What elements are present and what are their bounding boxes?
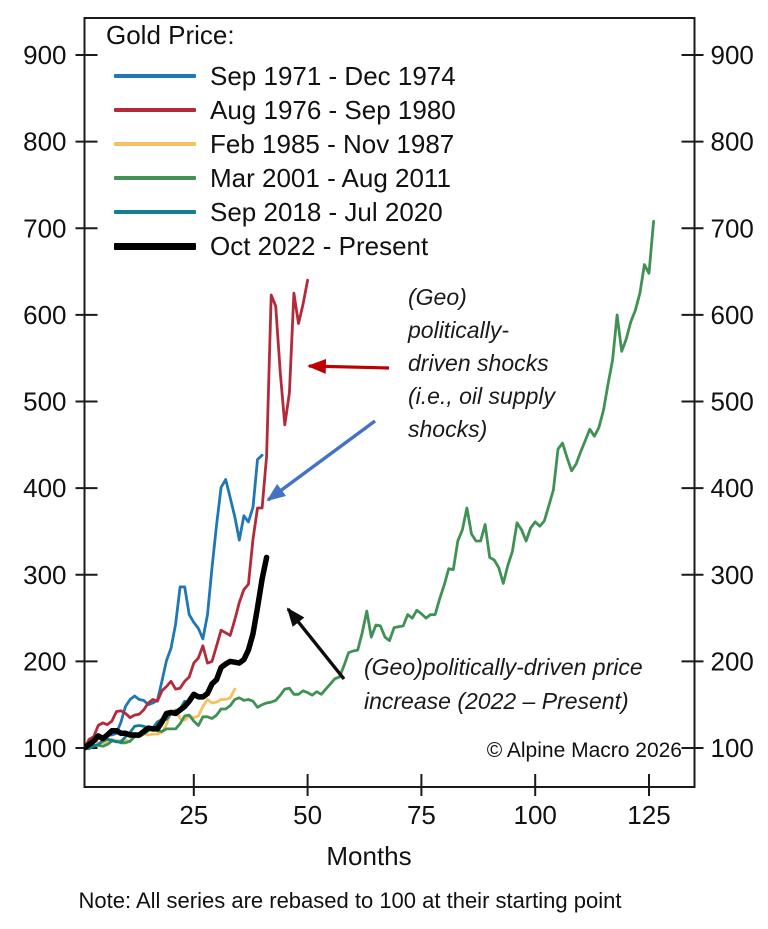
svg-text:600: 600	[23, 300, 66, 330]
shocks-annotation: (Geo) politically- driven shocks (i.e., …	[408, 284, 556, 442]
svg-text:700: 700	[23, 213, 66, 243]
legend-item: Sep 1971 - Dec 1974	[106, 59, 456, 93]
svg-text:125: 125	[627, 800, 670, 830]
svg-text:75: 75	[407, 800, 436, 830]
svg-text:600: 600	[711, 300, 754, 330]
svg-text:25: 25	[179, 800, 208, 830]
legend-label: Mar 2001 - Aug 2011	[210, 162, 451, 193]
legend-label: Oct 2022 - Present	[210, 230, 429, 261]
svg-text:200: 200	[711, 646, 754, 676]
chart-legend: Gold Price: Sep 1971 - Dec 1974 Aug 1976…	[106, 20, 456, 263]
legend-label: Aug 1976 - Sep 1980	[210, 94, 456, 125]
svg-text:200: 200	[23, 646, 66, 676]
legend-label: Sep 1971 - Dec 1974	[210, 60, 456, 91]
footnote: Note: All series are rebased to 100 at t…	[78, 888, 622, 913]
svg-text:100: 100	[514, 800, 557, 830]
legend-item: Oct 2022 - Present	[106, 229, 456, 263]
svg-text:700: 700	[711, 213, 754, 243]
svg-text:100: 100	[23, 733, 66, 763]
svg-text:400: 400	[23, 473, 66, 503]
legend-swatch-green	[114, 176, 196, 180]
svg-text:900: 900	[23, 40, 66, 70]
legend-label: Sep 2018 - Jul 2020	[210, 196, 443, 227]
svg-text:400: 400	[711, 473, 754, 503]
svg-text:50: 50	[293, 800, 322, 830]
legend-swatch-blue	[114, 74, 196, 78]
legend-item: Feb 1985 - Nov 1987	[106, 127, 456, 161]
svg-text:100: 100	[711, 733, 754, 763]
legend-swatch-teal	[114, 210, 196, 214]
svg-text:800: 800	[711, 127, 754, 157]
legend-item: Mar 2001 - Aug 2011	[106, 161, 456, 195]
svg-text:500: 500	[23, 387, 66, 417]
svg-text:500: 500	[711, 387, 754, 417]
svg-text:900: 900	[711, 40, 754, 70]
legend-swatch-red	[114, 108, 196, 112]
copyright-text: © Alpine Macro 2026	[486, 739, 682, 762]
svg-text:800: 800	[23, 127, 66, 157]
legend-item: Sep 2018 - Jul 2020	[106, 195, 456, 229]
x-axis-title: Months	[326, 841, 412, 871]
legend-label: Feb 1985 - Nov 1987	[210, 128, 455, 159]
svg-text:300: 300	[711, 560, 754, 590]
legend-swatch-black	[114, 242, 196, 250]
legend-title: Gold Price:	[106, 20, 235, 50]
legend-swatch-yellow	[114, 142, 196, 146]
legend-item: Aug 1976 - Sep 1980	[106, 93, 456, 127]
increase-annotation: (Geo)politically-driven price increase (…	[364, 654, 643, 714]
svg-text:300: 300	[23, 560, 66, 590]
legend-rows: Sep 1971 - Dec 1974 Aug 1976 - Sep 1980 …	[106, 59, 456, 263]
